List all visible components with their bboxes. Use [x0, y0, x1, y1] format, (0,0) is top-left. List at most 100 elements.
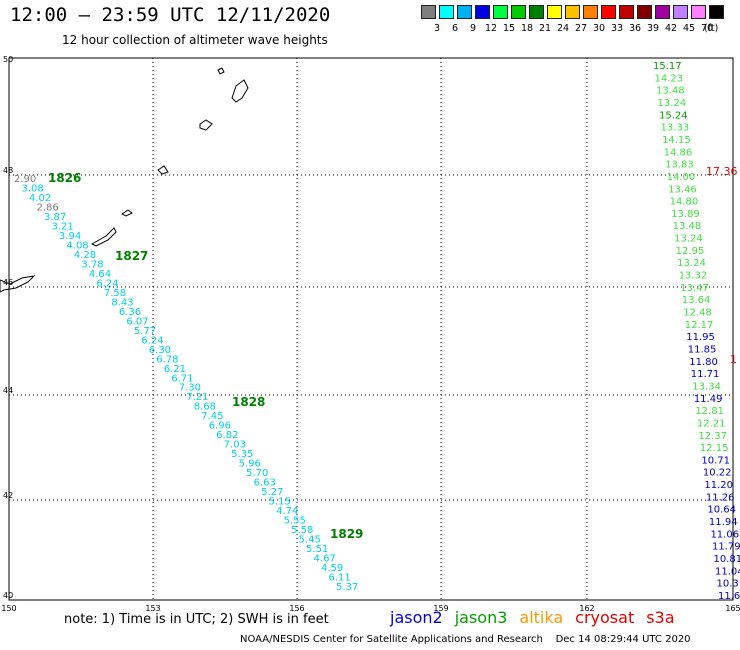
- wave-height-label: 10.71: [701, 455, 730, 466]
- wave-height-label: 1: [730, 353, 737, 366]
- wave-height-label: 5.45: [299, 535, 321, 546]
- wave-height-label: 12.37: [698, 431, 727, 442]
- colorbar-label: 24: [556, 23, 570, 34]
- wave-height-label: 6.63: [254, 478, 276, 489]
- credit-line: NOAA/NESDIS Center for Satellite Applica…: [240, 634, 691, 645]
- wave-height-label: 4.74: [276, 506, 298, 517]
- wave-height-label: 11.80: [689, 357, 718, 368]
- wave-height-label: 11.26: [706, 492, 735, 503]
- lon-tick-label: 162: [579, 604, 594, 613]
- wave-height-label: 13.32: [679, 271, 708, 282]
- wave-height-label: 5.51: [306, 544, 328, 555]
- satellite-legend-item: cryosat: [575, 608, 635, 627]
- wave-height-label: 13.24: [658, 98, 687, 109]
- wave-height-label: 13.89: [671, 209, 700, 220]
- coastline-island: [199, 119, 213, 131]
- wave-height-label: 3.87: [44, 212, 66, 223]
- colorbar-swatch: [439, 5, 454, 19]
- colorbar-swatch: [421, 5, 436, 19]
- wave-height-label: 5.35: [231, 449, 253, 460]
- wave-height-label: 5.58: [291, 525, 313, 536]
- wave-height-label: 4.64: [89, 269, 111, 280]
- wave-height-label: 6.36: [119, 307, 141, 318]
- map-subtitle: 12 hour collection of altimeter wave hei…: [62, 33, 328, 47]
- wave-height-label: 7.45: [201, 411, 223, 422]
- satellite-legend-item: jason3: [454, 608, 508, 627]
- colorbar-label: 12: [484, 23, 498, 34]
- wave-height-label: 6.78: [156, 354, 178, 365]
- wave-height-label: 7.30: [179, 383, 201, 394]
- time-label: 1827: [115, 249, 148, 263]
- wave-height-label: 12.15: [700, 443, 729, 454]
- footer-note: note: 1) Time is in UTC; 2) SWH is in fe…: [64, 612, 329, 627]
- wave-height-label: 6.21: [164, 364, 186, 375]
- colorbar-swatch: [655, 5, 670, 19]
- wave-height-label: 5.37: [336, 582, 358, 593]
- colorbar-label: 39: [646, 23, 660, 34]
- colorbar-swatch: [547, 5, 562, 19]
- lat-tick-label: 42: [3, 491, 13, 500]
- wave-height-label: 10.31: [716, 579, 740, 590]
- wave-height-label: 11.85: [688, 344, 717, 355]
- colorbar-label: 70: [700, 23, 714, 34]
- wave-height-label: 4.08: [66, 240, 88, 251]
- wave-height-label: 3.21: [51, 221, 73, 232]
- wave-height-label: 11.95: [686, 332, 715, 343]
- colorbar-swatch: [709, 5, 724, 19]
- colorbar-swatch: [565, 5, 580, 19]
- wave-height-label: 5.15: [269, 497, 291, 508]
- lon-tick-label: 165: [725, 604, 740, 613]
- lon-tick-label: 156: [289, 604, 304, 613]
- colorbar-swatch: [673, 5, 688, 19]
- colorbar-label: 42: [664, 23, 678, 34]
- lat-tick-label: 44: [3, 386, 13, 395]
- coastline-island: [217, 67, 225, 75]
- wave-height-label: 5.70: [246, 468, 268, 479]
- wave-height-label: 12.17: [685, 320, 714, 331]
- colorbar-swatch: [511, 5, 526, 19]
- wave-height-label: 14.23: [655, 73, 684, 84]
- wave-height-label: 2.90: [14, 174, 36, 185]
- lat-tick-label: 40: [3, 591, 13, 600]
- satellite-legend-item: jason2: [390, 608, 443, 627]
- wave-height-label: 4.67: [314, 554, 336, 565]
- wave-height-label: 6.11: [329, 573, 351, 584]
- time-label: 1829: [330, 527, 363, 541]
- colorbar-label: 21: [538, 23, 552, 34]
- colorbar-swatch: [583, 5, 598, 19]
- time-label: 1828: [232, 395, 265, 409]
- wave-height-label: 11.94: [709, 517, 738, 528]
- wave-height-label: 5.96: [239, 459, 261, 470]
- wave-height-label: 11.49: [694, 394, 723, 405]
- wave-height-label: 4.02: [29, 193, 51, 204]
- wave-height-label: 14.86: [664, 147, 693, 158]
- colorbar-label: 9: [469, 23, 477, 34]
- wave-height-label: 12.48: [683, 308, 712, 319]
- wave-height-label: 17.36: [706, 165, 738, 178]
- colorbar-label: 18: [520, 23, 534, 34]
- colorbar-swatch: [493, 5, 508, 19]
- wave-height-label: 11.71: [691, 369, 720, 380]
- wave-height-label: 6.24: [141, 335, 163, 346]
- wave-height-label: 14.00: [667, 172, 696, 183]
- colorbar-label: 15: [502, 23, 516, 34]
- wave-height-label: 6.96: [209, 421, 231, 432]
- lon-tick-label: 150: [1, 604, 16, 613]
- wave-height-label: 11.20: [704, 480, 733, 491]
- wave-height-label: 8.68: [194, 402, 216, 413]
- wave-height-label: 11.64: [718, 591, 740, 602]
- wave-height-label: 12.95: [676, 246, 705, 257]
- wave-height-label: 13.46: [668, 184, 697, 195]
- wave-height-label: 10.22: [703, 468, 732, 479]
- wave-height-label: 13.24: [674, 234, 703, 245]
- wave-height-label: 13.24: [677, 258, 706, 269]
- wave-height-label: 4.28: [74, 250, 96, 261]
- wave-height-label: 7.21: [186, 392, 208, 403]
- lon-tick-label: 153: [145, 604, 160, 613]
- satellite-legend: jason2 jason3 altika cryosat s3a: [390, 608, 687, 627]
- wave-height-label: 4.59: [321, 563, 343, 574]
- wave-height-label: 5.77: [134, 326, 156, 337]
- wave-height-label: 3.78: [81, 259, 103, 270]
- colorbar-label: 36: [628, 23, 642, 34]
